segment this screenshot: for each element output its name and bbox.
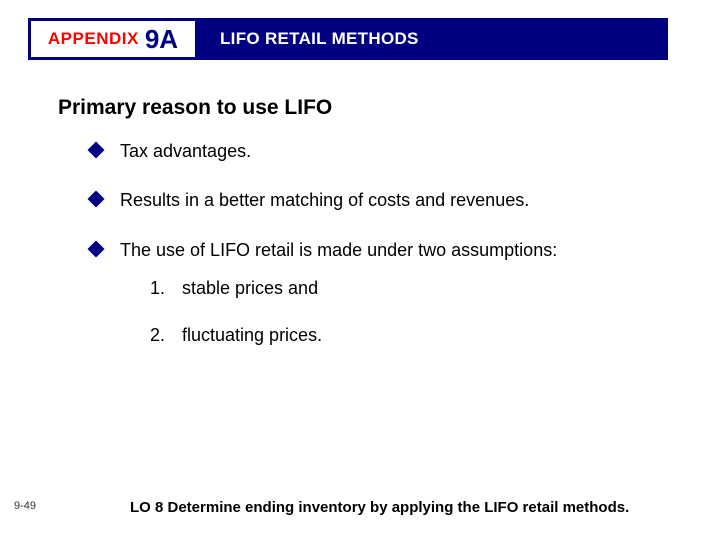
appendix-label: APPENDIX (48, 29, 139, 49)
appendix-box: APPENDIX 9A (28, 18, 198, 60)
numbered-index: 1. (150, 278, 172, 299)
diamond-icon (88, 191, 105, 208)
bullet-text: The use of LIFO retail is made under two… (120, 239, 557, 262)
bullet-text: Tax advantages. (120, 140, 251, 163)
numbered-item: 2. fluctuating prices. (150, 325, 650, 346)
numbered-text: stable prices and (182, 278, 318, 299)
bullet-item: Tax advantages. (90, 140, 670, 163)
diamond-icon (88, 240, 105, 257)
numbered-text: fluctuating prices. (182, 325, 322, 346)
bullet-list: Tax advantages. Results in a better matc… (90, 140, 670, 288)
page-number: 9-49 (14, 500, 36, 512)
numbered-list: 1. stable prices and 2. fluctuating pric… (150, 278, 650, 372)
appendix-number: 9A (145, 24, 178, 55)
section-heading: Primary reason to use LIFO (58, 96, 332, 120)
diamond-icon (88, 142, 105, 159)
header-bar: APPENDIX 9A LIFO RETAIL METHODS (28, 18, 668, 60)
bullet-item: Results in a better matching of costs an… (90, 189, 670, 212)
bullet-item: The use of LIFO retail is made under two… (90, 239, 670, 262)
numbered-index: 2. (150, 325, 172, 346)
slide: APPENDIX 9A LIFO RETAIL METHODS Primary … (0, 0, 720, 540)
learning-objective: LO 8 Determine ending inventory by apply… (130, 499, 690, 516)
numbered-item: 1. stable prices and (150, 278, 650, 299)
bullet-text: Results in a better matching of costs an… (120, 189, 529, 212)
header-title: LIFO RETAIL METHODS (220, 29, 419, 49)
